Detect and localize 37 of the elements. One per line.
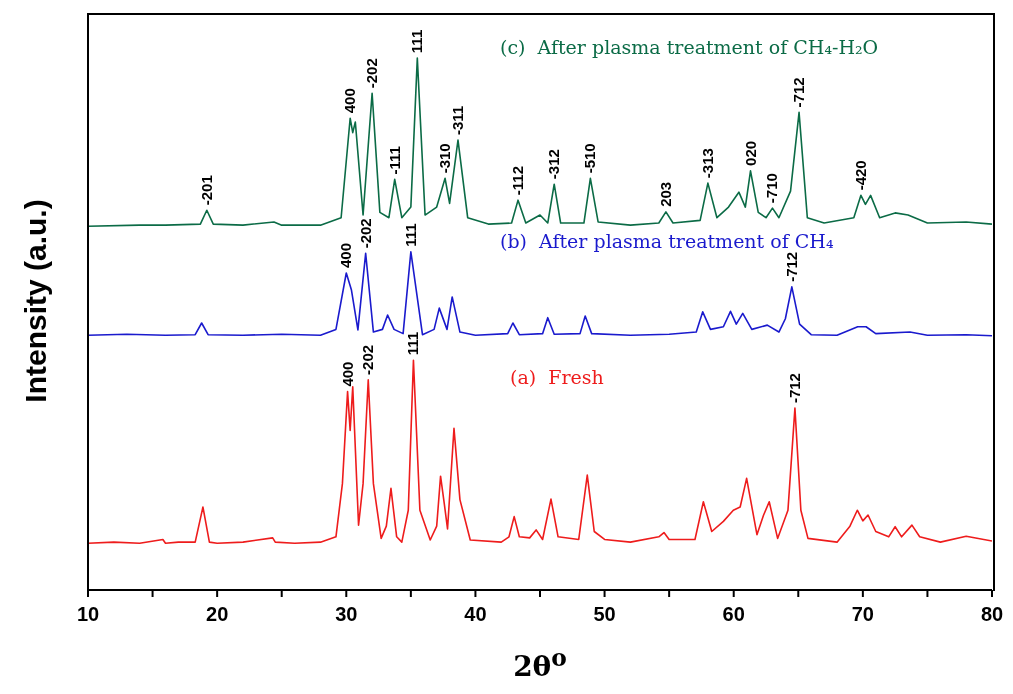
x-tick-label: 40: [464, 603, 487, 626]
annotation: 111: [404, 331, 422, 356]
text: (b) After plasma treatment of CH₄: [500, 230, 834, 252]
annotation: 111: [401, 223, 419, 247]
text: (c) After plasma treatment of CH₄-H₂O: [500, 36, 879, 58]
annotation: 020: [741, 140, 759, 166]
annotation: -310: [436, 143, 454, 174]
annotation: 400: [341, 88, 359, 114]
x-tick-label: 80: [980, 603, 1004, 626]
annotation: 400: [338, 361, 356, 387]
text: (a) Fresh: [510, 366, 604, 388]
annotation: -712: [785, 373, 803, 404]
annotation: -510: [581, 143, 599, 174]
x-tick-label: 30: [335, 603, 358, 626]
annotation: -312: [545, 149, 563, 180]
annotation: -420: [851, 160, 869, 191]
x-tick-label: 50: [593, 603, 616, 626]
annotation: -202: [363, 58, 381, 89]
annotation: 111: [408, 29, 426, 54]
annotation: -311: [448, 105, 466, 136]
annotation: -112: [509, 165, 527, 196]
annotation: -202: [359, 344, 377, 375]
x-tick-label: 20: [206, 603, 229, 626]
x-tick-label: 60: [722, 603, 745, 626]
annotation: -712: [790, 77, 808, 108]
annotation: -710: [763, 173, 781, 204]
x-axis-title: 2θ$^{o}$: [512, 644, 568, 684]
annotation: -111: [385, 146, 403, 175]
annotation: -712: [782, 251, 800, 282]
annotation: -202: [356, 218, 374, 249]
x-tick-label: 10: [76, 603, 100, 626]
annotation: -313: [698, 148, 716, 179]
x-tick-label: 70: [851, 603, 874, 626]
annotation: -201: [197, 175, 215, 206]
annotation: 203: [656, 181, 674, 207]
annotation: 400: [337, 242, 355, 269]
y-axis-title: Intensity (a.u.): [19, 198, 53, 405]
